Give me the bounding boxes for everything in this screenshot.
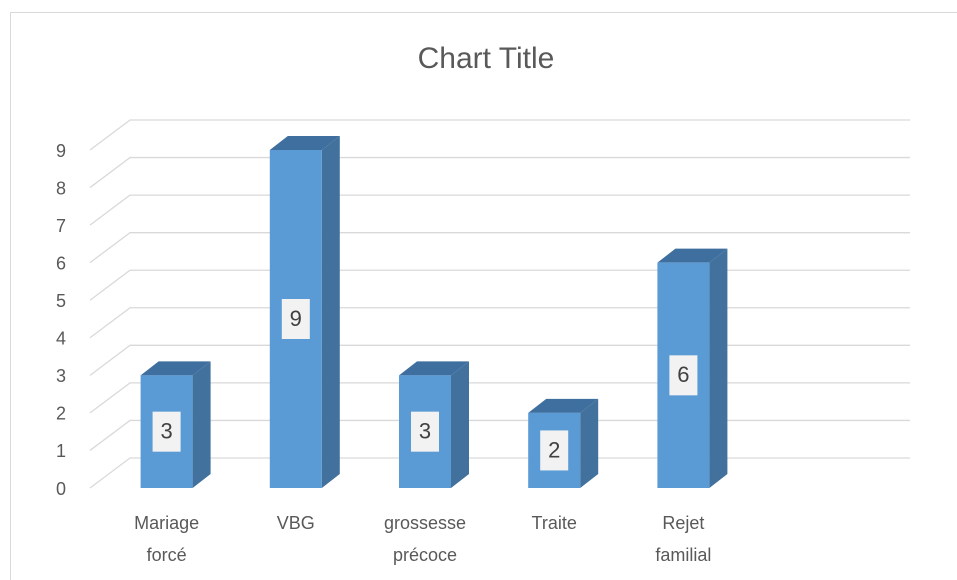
chart-border <box>10 12 957 580</box>
grid-line <box>89 419 910 451</box>
bar <box>269 136 340 488</box>
y-tick-label: 0 <box>56 479 66 499</box>
data-label: 6 <box>677 362 689 387</box>
y-tick-label: 5 <box>56 291 66 311</box>
grid-line <box>89 344 910 376</box>
bar-side <box>709 248 728 488</box>
data-label: 9 <box>290 306 302 331</box>
y-tick-label: 1 <box>56 441 66 461</box>
bar-top <box>528 398 599 413</box>
data-label: 3 <box>160 418 172 443</box>
y-tick-label: 7 <box>56 216 66 236</box>
bar-side <box>451 361 469 488</box>
grid-line <box>89 269 910 301</box>
chart-title: Chart Title <box>418 42 555 75</box>
grid-line <box>89 382 910 414</box>
bar-side <box>192 361 211 488</box>
grid-line <box>89 194 910 226</box>
bar-side <box>321 136 340 488</box>
bar <box>657 248 728 488</box>
data-label: 3 <box>419 418 431 443</box>
x-tick-label: Rejet familial <box>655 513 711 565</box>
grid-line <box>89 156 910 189</box>
data-label-box <box>152 411 181 452</box>
y-tick-label: 6 <box>56 253 66 273</box>
x-tick-label: Mariage forcé <box>134 513 199 565</box>
data-label-box <box>411 411 439 452</box>
y-tick-label: 8 <box>56 178 66 198</box>
data-label-box <box>281 299 310 339</box>
bar-top <box>657 248 728 263</box>
y-tick-label: 3 <box>56 366 66 386</box>
x-tick-label: Traite <box>532 513 577 533</box>
grid-line <box>89 457 910 489</box>
x-tick-label: VBG <box>277 513 315 533</box>
data-label-box <box>669 355 698 396</box>
y-tick-label: 2 <box>56 404 66 424</box>
data-label-box <box>540 430 569 471</box>
bar-top <box>140 361 211 376</box>
y-tick-label: 4 <box>56 329 66 349</box>
data-label: 2 <box>548 437 560 462</box>
bar-top <box>399 361 469 376</box>
bar-top <box>269 136 340 150</box>
x-tick-label: grossesse précoce <box>384 513 466 565</box>
grid-line <box>89 307 910 339</box>
grid-line <box>89 232 910 264</box>
bar-side <box>580 398 599 488</box>
y-tick-label: 9 <box>56 141 66 161</box>
grid-line <box>89 119 910 151</box>
